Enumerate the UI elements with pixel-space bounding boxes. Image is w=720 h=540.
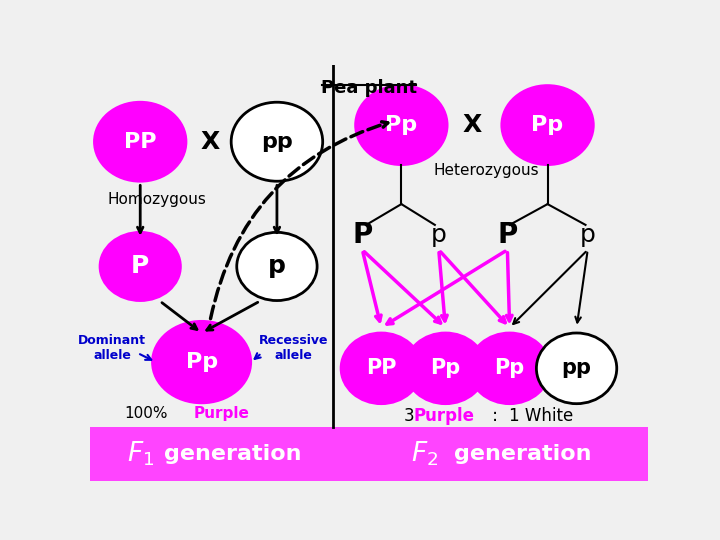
Text: P: P xyxy=(131,254,149,279)
Ellipse shape xyxy=(231,102,323,181)
Text: 100%: 100% xyxy=(124,406,168,421)
Text: Recessive
allele: Recessive allele xyxy=(259,334,328,362)
Text: p: p xyxy=(580,223,595,247)
Text: Purple: Purple xyxy=(414,407,474,425)
Text: generation: generation xyxy=(454,443,591,463)
Ellipse shape xyxy=(502,85,593,165)
Text: X: X xyxy=(463,113,482,137)
Ellipse shape xyxy=(94,102,186,181)
Ellipse shape xyxy=(153,321,251,403)
Text: P: P xyxy=(498,221,518,249)
Text: $\it{F}$$_1$: $\it{F}$$_1$ xyxy=(127,440,154,468)
Ellipse shape xyxy=(356,85,447,165)
Ellipse shape xyxy=(341,333,421,404)
Ellipse shape xyxy=(405,333,485,404)
Text: Pp: Pp xyxy=(431,359,461,379)
Text: Pea plant: Pea plant xyxy=(321,79,417,97)
Ellipse shape xyxy=(100,232,181,301)
Text: Pp: Pp xyxy=(385,115,418,135)
Text: 1 White: 1 White xyxy=(509,407,573,425)
Text: 3: 3 xyxy=(404,407,415,425)
Ellipse shape xyxy=(469,333,550,404)
FancyBboxPatch shape xyxy=(90,427,333,481)
FancyBboxPatch shape xyxy=(333,427,648,481)
Text: pp: pp xyxy=(261,132,293,152)
Ellipse shape xyxy=(536,333,617,404)
Text: Dominant
allele: Dominant allele xyxy=(78,334,146,362)
Text: Pp: Pp xyxy=(495,359,525,379)
Text: Pp: Pp xyxy=(186,352,217,372)
Text: generation: generation xyxy=(163,443,301,463)
Text: pp: pp xyxy=(562,359,592,379)
Text: p: p xyxy=(431,223,446,247)
Ellipse shape xyxy=(237,232,317,301)
Text: :: : xyxy=(492,407,498,425)
Text: $\it{F}$$_2$: $\it{F}$$_2$ xyxy=(411,440,438,468)
Text: Pp: Pp xyxy=(531,115,564,135)
Text: Purple: Purple xyxy=(193,406,249,421)
Text: P: P xyxy=(352,221,372,249)
Text: Homozygous: Homozygous xyxy=(107,192,207,207)
Text: p: p xyxy=(268,254,286,279)
Text: PP: PP xyxy=(366,359,397,379)
Text: Heterozygous: Heterozygous xyxy=(433,163,539,178)
Text: X: X xyxy=(200,130,220,154)
Text: PP: PP xyxy=(124,132,156,152)
